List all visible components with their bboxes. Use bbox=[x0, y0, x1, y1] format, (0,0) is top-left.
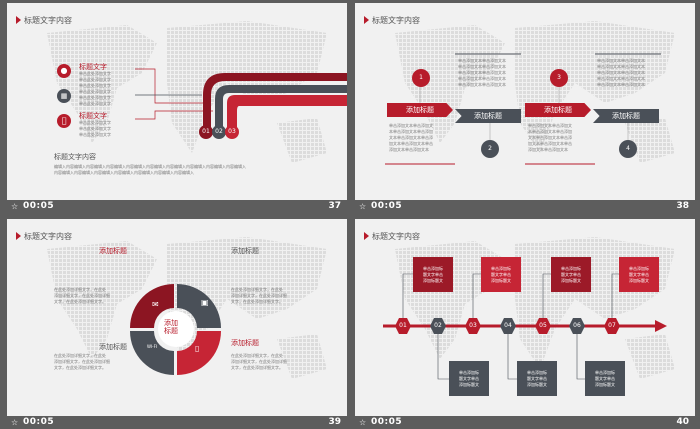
step-hex: 06 bbox=[569, 318, 585, 334]
label-text: 在此处添加详细文字，在此处 添加详细文字，在此处添加详细 文字，在此处添加详细文… bbox=[54, 353, 110, 370]
label-title: 添加标题 bbox=[231, 247, 259, 255]
step-hex: 07 bbox=[604, 318, 620, 334]
item-label: 标题文字 bbox=[79, 63, 107, 71]
label-title: 添加标题 bbox=[99, 247, 127, 255]
timeline-connectors bbox=[385, 53, 661, 165]
label-title: 添加标题 bbox=[99, 343, 127, 351]
label-title: 添加标题 bbox=[231, 339, 259, 347]
phone-icon: ▯ bbox=[195, 344, 200, 353]
cycle-diagram bbox=[130, 284, 221, 375]
step-badge: 3 bbox=[550, 69, 568, 87]
transition-icon[interactable]: ☆ bbox=[359, 418, 367, 427]
slide-number: 39 bbox=[328, 417, 341, 427]
transition-icon[interactable]: ☆ bbox=[11, 202, 19, 211]
slide-canvas: 标题文字内容 1 2 3 4 添加标题 添加标题 添加标题 添加标题 单击添加文… bbox=[355, 3, 695, 200]
slide-thumbnail-38[interactable]: 标题文字内容 1 2 3 4 添加标题 添加标题 添加标题 添加标题 单击添加文… bbox=[355, 3, 695, 213]
slide-status-bar: ☆ 00:05 38 bbox=[355, 200, 695, 213]
block-text: 单击添加文本单击添加文本 单击添加文本单击添加文本 单击添加文本单击添加文本 单… bbox=[597, 58, 645, 87]
transition-icon[interactable]: ☆ bbox=[359, 202, 367, 211]
slide-timing: 00:05 bbox=[371, 201, 403, 211]
step-badge: 03 bbox=[225, 125, 239, 139]
slide-status-bar: ☆ 00:05 37 bbox=[7, 200, 347, 213]
step-hex: 04 bbox=[500, 318, 516, 334]
step-badge: 2 bbox=[481, 140, 499, 158]
transition-icon[interactable]: ☆ bbox=[11, 418, 19, 427]
step-hex: 05 bbox=[535, 318, 551, 334]
world-map-dots bbox=[47, 21, 327, 163]
connector-lines bbox=[135, 68, 347, 128]
step-hex: 02 bbox=[430, 318, 446, 334]
text-box: 单击添加标 题文字单击 添加标题文 bbox=[551, 257, 591, 292]
text-box: 单击添加标 题文字单击 添加标题文 bbox=[517, 361, 557, 396]
slide-canvas: 标题文字内容 ● 标题文字 单击此处添加文字 单击此处添加文字 单击此处添加文字… bbox=[7, 3, 347, 200]
slide-number: 38 bbox=[676, 201, 689, 211]
slide-thumbnail-37[interactable]: 标题文字内容 ● 标题文字 单击此处添加文字 单击此处添加文字 单击此处添加文字… bbox=[7, 3, 347, 213]
apple-icon:  bbox=[57, 114, 71, 128]
label-text: 在此处添加详细文字，在此处 添加详细文字，在此处添加详细 文字，在此处添加详细文… bbox=[231, 353, 287, 370]
chat-icon: ✉ bbox=[152, 300, 159, 309]
laptop-icon: ▣ bbox=[201, 298, 209, 307]
text-box: 单击添加标 题文字单击 添加标题文 bbox=[585, 361, 625, 396]
slide-title: 标题文字内容 bbox=[16, 15, 72, 26]
cycle-center-title: 添加 标题 bbox=[164, 319, 178, 335]
block-text: 单击添加文本单击添加文 本单击添加文本单击添加 文本单击添加文本单击添 加文本单… bbox=[389, 123, 433, 152]
label-text: 在此处添加详细文字，在此处 添加详细文字，在此处添加详细 文字，在此处添加详细文… bbox=[231, 287, 287, 304]
label-text: 在此处添加详细文字，在此处 添加详细文字，在此处添加详细 文字，在此处添加详细文… bbox=[54, 287, 110, 304]
slide-timing: 00:05 bbox=[371, 417, 403, 427]
slide-thumbnail-39[interactable]: 标题文字内容 添加 标题 ▣ ▯ WI-FI ✉ 添加标题 在此处添加详细文字，… bbox=[7, 219, 347, 429]
slide-title: 标题文字内容 bbox=[16, 231, 72, 242]
windows-icon: ▦ bbox=[57, 89, 71, 103]
text-box: 单击添加标 题文字单击 添加标题文 bbox=[449, 361, 489, 396]
item-text: 单击此处添加文字 单击此处添加文字 单击此处添加文字 bbox=[79, 71, 111, 88]
step-hex: 01 bbox=[395, 318, 411, 334]
slide-canvas: 标题文字内容 01 02 03 04 05 06 07 单击添加标 题文字单击 … bbox=[355, 219, 695, 416]
android-icon: ● bbox=[57, 64, 71, 78]
content-title: 标题文字内容 bbox=[54, 153, 96, 161]
content-text: 编辑入内容编辑入内容编辑入内容编辑入内容编辑入内容编辑入内容编辑入内容编辑入内容… bbox=[54, 164, 246, 175]
world-map-dots bbox=[395, 21, 675, 163]
step-badge: 01 bbox=[199, 125, 213, 139]
world-map-dots bbox=[395, 237, 675, 379]
block-text: 单击添加文本单击添加文 本单击添加文本单击添加 文本单击添加文本单击添 加文本单… bbox=[528, 123, 572, 152]
ribbon-title: 添加标题 bbox=[387, 103, 453, 117]
ribbon-title: 添加标题 bbox=[525, 103, 591, 117]
slide-canvas: 标题文字内容 添加 标题 ▣ ▯ WI-FI ✉ 添加标题 在此处添加详细文字，… bbox=[7, 219, 347, 416]
item-text: 单击此处添加文字 单击此处添加文字 单击此处添加文字 bbox=[79, 89, 111, 106]
slide-thumbnail-40[interactable]: 标题文字内容 01 02 03 04 05 06 07 单击添加标 题文字单击 … bbox=[355, 219, 695, 429]
slide-number: 37 bbox=[328, 201, 341, 211]
step-badge: 1 bbox=[412, 69, 430, 87]
slide-status-bar: ☆ 00:05 40 bbox=[355, 416, 695, 429]
ribbon-title: 添加标题 bbox=[593, 109, 659, 123]
item-label: 标题文字 bbox=[79, 112, 107, 120]
text-box: 单击添加标 题文字单击 添加标题文 bbox=[619, 257, 659, 292]
block-text: 单击添加文本单击添加文本 单击添加文本单击添加文本 单击添加文本单击添加文本 单… bbox=[458, 58, 506, 87]
text-box: 单击添加标 题文字单击 添加标题文 bbox=[481, 257, 521, 292]
ribbon-title: 添加标题 bbox=[455, 109, 521, 123]
slide-status-bar: ☆ 00:05 39 bbox=[7, 416, 347, 429]
slide-timing: 00:05 bbox=[23, 201, 55, 211]
step-hex: 03 bbox=[465, 318, 481, 334]
slide-title: 标题文字内容 bbox=[364, 15, 420, 26]
slide-number: 40 bbox=[676, 417, 689, 427]
step-badge: 02 bbox=[212, 125, 226, 139]
step-badge: 4 bbox=[619, 140, 637, 158]
text-box: 单击添加标 题文字单击 添加标题文 bbox=[413, 257, 453, 292]
slide-title: 标题文字内容 bbox=[364, 231, 420, 242]
item-text: 单击此处添加文字 单击此处添加文字 单击此处添加文字 bbox=[79, 120, 111, 137]
wifi-label: WI-FI bbox=[147, 344, 158, 349]
slide-timing: 00:05 bbox=[23, 417, 55, 427]
